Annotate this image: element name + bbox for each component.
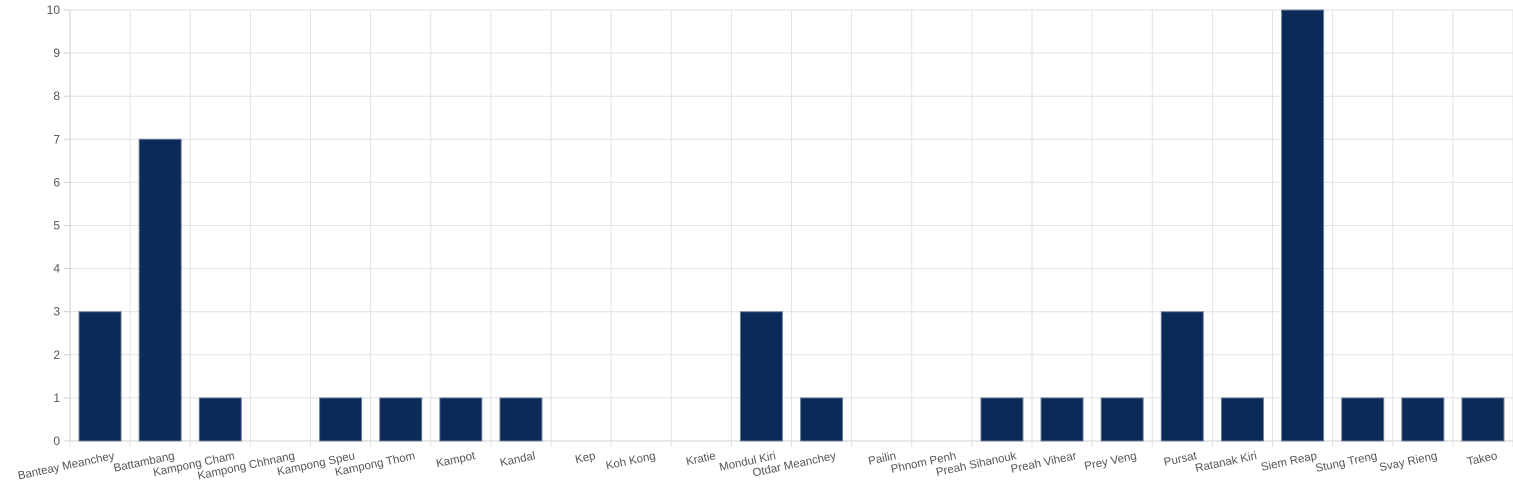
x-tick-label: Ratanak Kiri (1194, 450, 1258, 475)
y-tick-label: 0 (53, 434, 60, 448)
y-tick-label: 8 (53, 89, 60, 103)
y-tick-label: 3 (53, 305, 60, 319)
x-tick-label: Banteay Meanchey (17, 450, 116, 482)
bar (319, 397, 363, 442)
x-tick-label: Kep (574, 450, 597, 466)
x-tick-label: Preah Vihear (1010, 450, 1078, 476)
bar (739, 311, 783, 442)
y-tick-label: 5 (53, 219, 60, 233)
x-tick-label: Kampot (435, 450, 477, 470)
y-tick-label: 4 (53, 262, 60, 276)
bars (78, 9, 1505, 442)
x-tick-label: Pursat (1163, 450, 1199, 469)
bar (198, 397, 242, 442)
bar (1040, 397, 1084, 442)
y-tick-label: 1 (53, 391, 60, 405)
x-tick-label: Takeo (1466, 450, 1499, 468)
x-tick-label: Siem Reap (1260, 450, 1318, 474)
y-tick-label: 9 (53, 46, 60, 60)
y-tick-label: 6 (53, 175, 60, 189)
bar (1401, 397, 1445, 442)
x-tick-label: Prey Veng (1083, 450, 1137, 473)
y-tick-label: 7 (53, 132, 60, 146)
bar (439, 397, 483, 442)
x-tick-label: Koh Kong (605, 450, 657, 472)
bar (379, 397, 423, 442)
y-tick-label: 2 (53, 348, 60, 362)
y-tick-label: 10 (47, 3, 61, 17)
bar (1220, 397, 1264, 442)
bar (1100, 397, 1144, 442)
bar (1461, 397, 1505, 442)
x-tick-label: Stung Treng (1315, 450, 1379, 475)
y-axis-ticks: 0 1 2 3 4 5 6 7 8 9 10 (47, 3, 61, 448)
bar (1281, 9, 1325, 442)
bar (1341, 397, 1385, 442)
x-tick-label: Kratie (685, 450, 717, 468)
bar (1160, 311, 1204, 442)
x-tick-label: Pailin (867, 450, 897, 468)
bar (138, 138, 182, 442)
bar (980, 397, 1024, 442)
bar (78, 311, 122, 442)
bar (499, 397, 543, 442)
grid-lines (64, 9, 1513, 447)
bar (800, 397, 844, 442)
x-tick-label: Svay Rieng (1378, 450, 1438, 474)
x-tick-label: Kandal (499, 450, 537, 469)
